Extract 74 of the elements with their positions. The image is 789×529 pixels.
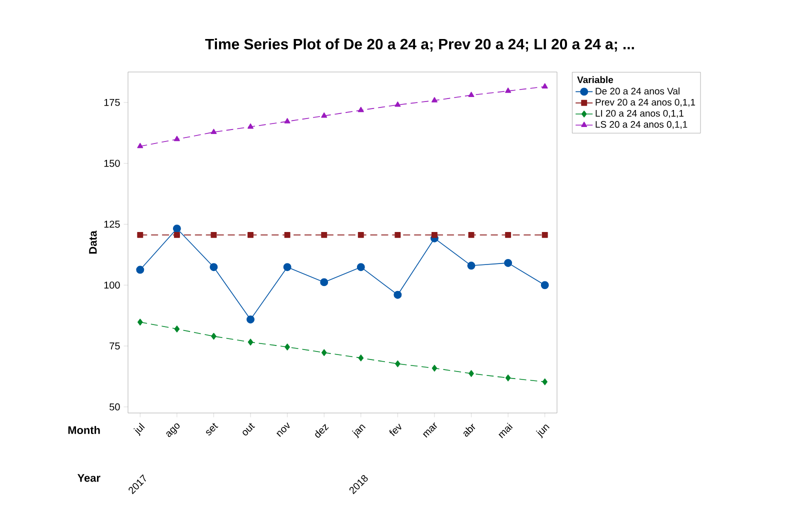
point [431,232,438,238]
legend-label: De 20 a 24 anos Val [596,88,680,94]
point [356,263,365,272]
point [504,258,512,267]
point [174,326,180,332]
point [394,290,402,299]
point [138,318,143,326]
y-axis-title: Data [89,230,97,254]
legend-label: LS 20 a 24 anos 0,1,1 [596,121,688,129]
point [467,262,476,270]
point [248,232,254,238]
point [246,315,255,324]
point [320,278,328,286]
point [468,232,474,238]
point [432,97,438,102]
x-tick-label: dez [315,424,329,438]
y-tick-label: 100 [104,282,120,289]
x-tick-label: jan [352,424,366,438]
point [284,232,290,238]
point [136,266,144,274]
point [283,263,292,272]
point [321,112,328,118]
point [505,232,512,238]
point [174,232,180,238]
y-tick-label: 50 [110,403,120,410]
point [210,128,217,134]
point [468,370,474,377]
x-tick-label: fev [389,424,402,436]
x-tick-label: set [206,423,218,436]
x-tick-label: abr [464,424,476,437]
point [211,332,216,340]
legend-label: LI 20 a 24 anos 0,1,1 [596,110,684,118]
point [395,360,400,368]
point [210,232,217,238]
point [468,92,474,98]
x-tick-label: jun [536,424,550,438]
point [248,338,254,346]
y-tick-label: 150 [104,160,120,167]
point [321,232,328,238]
y-tick-label: 175 [104,98,120,106]
point [284,344,290,350]
y-tick-label: 75 [110,342,120,350]
legend-title: Variable [577,76,614,84]
point [432,364,438,372]
point [542,232,548,238]
chart-title: Time Series Plot of De 20 a 24 a; Prev 20 a 24; LI 20 a 24 a; ... [205,38,634,52]
point [248,123,254,129]
x-tick-label: nov [276,422,290,437]
point [284,118,290,124]
point [172,224,181,233]
x-tick-label: out [242,423,256,436]
point [505,88,512,93]
point [137,232,144,238]
point [358,106,364,112]
point [358,354,364,362]
point [210,263,218,272]
point [174,136,180,142]
point [137,142,144,148]
x-tick-label: ago [166,423,180,437]
point [358,232,364,238]
text: Year [78,474,100,482]
point [394,101,401,107]
point [542,83,548,89]
point [540,281,549,290]
point [394,232,401,238]
text: Month [68,426,100,434]
y-tick-label: 125 [104,220,120,228]
point [505,374,511,382]
point [321,349,327,356]
legend-label: Prev 20 a 24 anos 0,1,1 [596,98,696,107]
x-tick-label: mar [422,422,438,438]
x-tick-label: jul [134,422,145,436]
x-tick-label: mai [498,422,513,438]
point [542,378,548,386]
